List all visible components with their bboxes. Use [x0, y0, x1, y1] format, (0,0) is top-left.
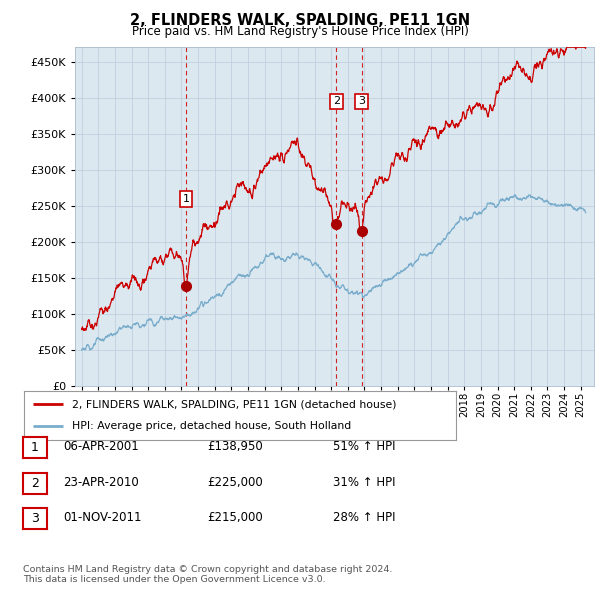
Text: Price paid vs. HM Land Registry's House Price Index (HPI): Price paid vs. HM Land Registry's House …: [131, 25, 469, 38]
Text: 51% ↑ HPI: 51% ↑ HPI: [333, 440, 395, 453]
Text: 1: 1: [31, 441, 39, 454]
Text: 2: 2: [333, 96, 340, 106]
Text: Contains HM Land Registry data © Crown copyright and database right 2024.
This d: Contains HM Land Registry data © Crown c…: [23, 565, 392, 584]
Text: 2, FLINDERS WALK, SPALDING, PE11 1GN (detached house): 2, FLINDERS WALK, SPALDING, PE11 1GN (de…: [71, 399, 396, 409]
Text: 3: 3: [358, 96, 365, 106]
Text: 2, FLINDERS WALK, SPALDING, PE11 1GN: 2, FLINDERS WALK, SPALDING, PE11 1GN: [130, 13, 470, 28]
Text: 06-APR-2001: 06-APR-2001: [63, 440, 139, 453]
Text: 01-NOV-2011: 01-NOV-2011: [63, 511, 142, 524]
Text: £225,000: £225,000: [207, 476, 263, 489]
Text: 28% ↑ HPI: 28% ↑ HPI: [333, 511, 395, 524]
Text: £138,950: £138,950: [207, 440, 263, 453]
Text: 23-APR-2010: 23-APR-2010: [63, 476, 139, 489]
Text: 1: 1: [182, 194, 190, 204]
Text: 31% ↑ HPI: 31% ↑ HPI: [333, 476, 395, 489]
Text: 3: 3: [31, 512, 39, 525]
Text: 2: 2: [31, 477, 39, 490]
Text: HPI: Average price, detached house, South Holland: HPI: Average price, detached house, Sout…: [71, 421, 351, 431]
Text: £215,000: £215,000: [207, 511, 263, 524]
